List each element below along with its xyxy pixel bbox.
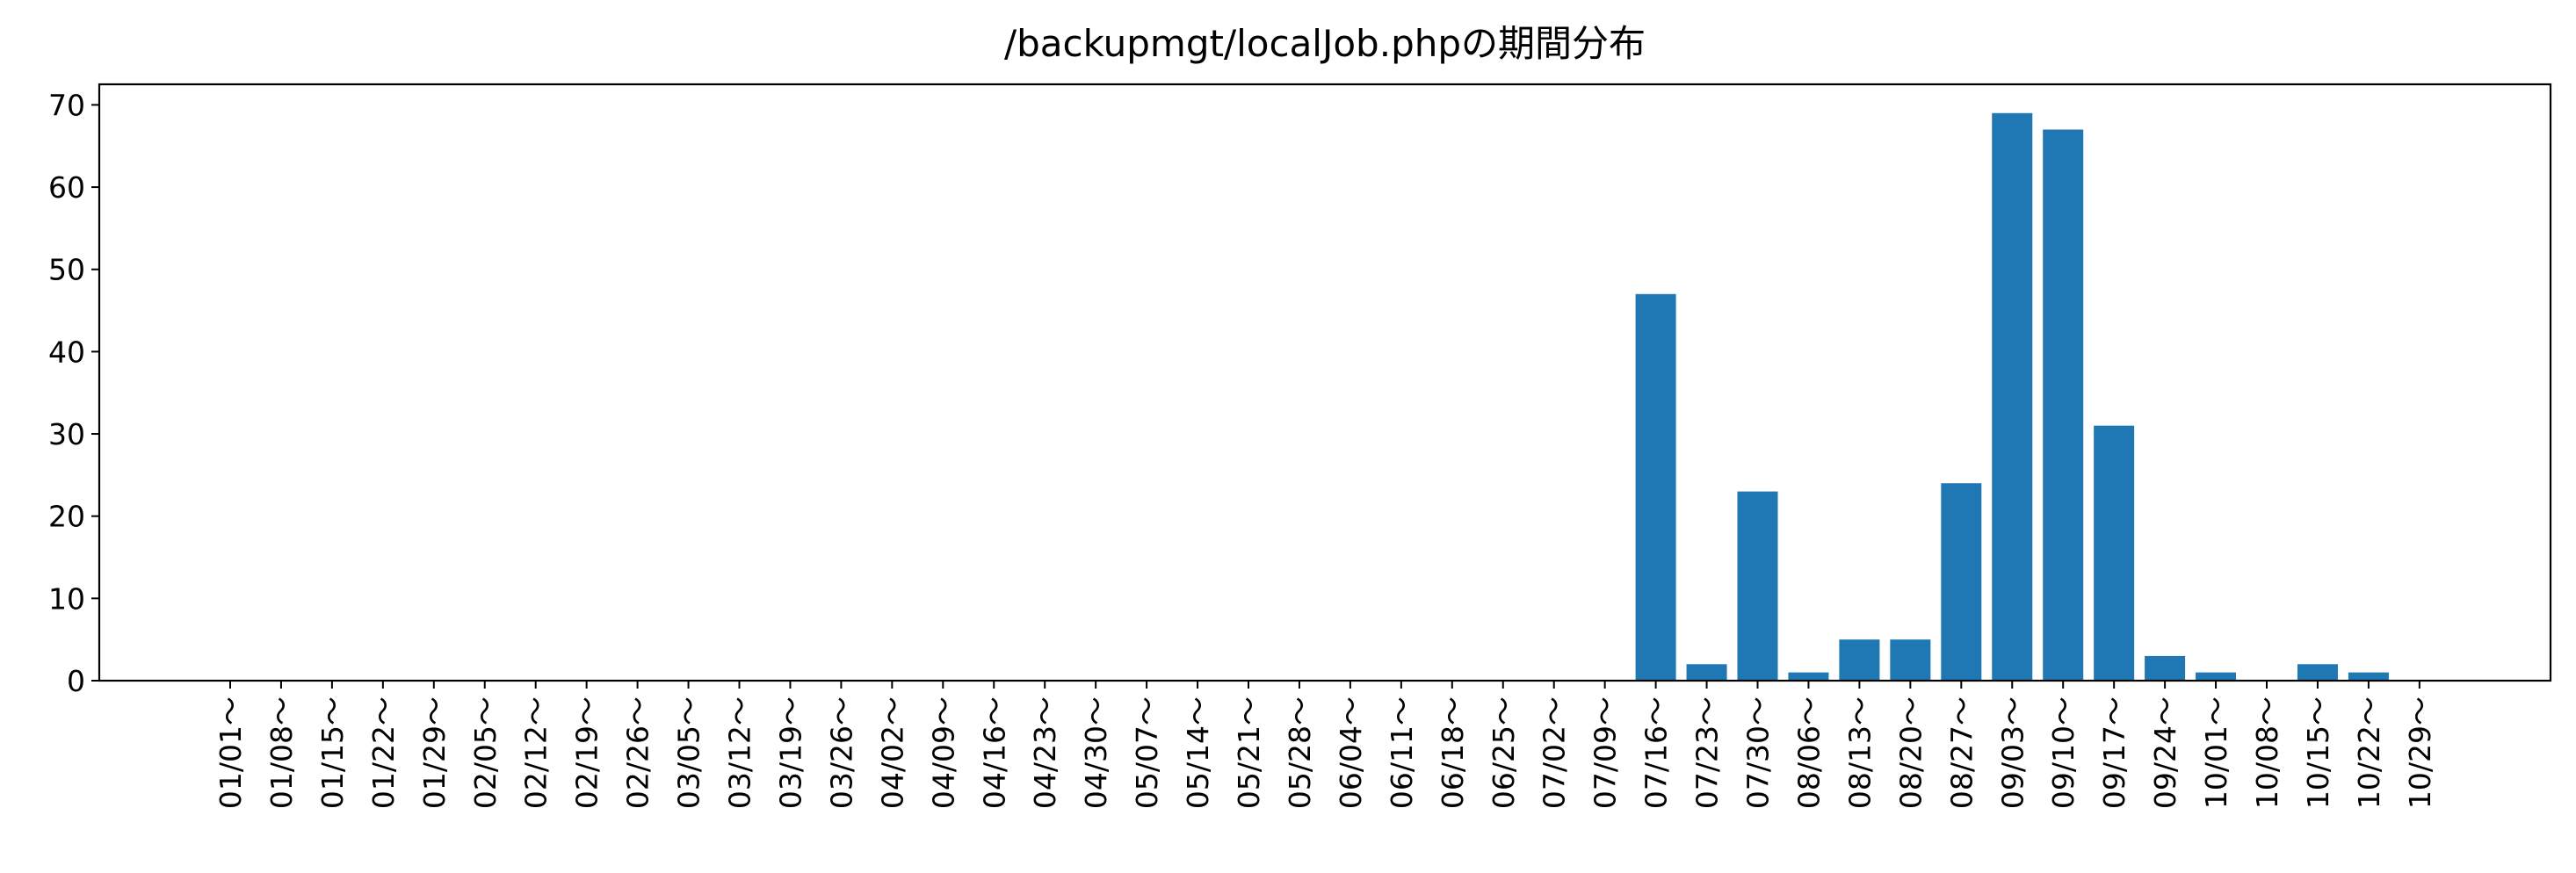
bar: [1788, 672, 1829, 681]
bar: [1839, 639, 1880, 681]
x-tick-label: 10/29～: [2403, 696, 2437, 809]
y-tick-label: 40: [48, 335, 85, 369]
x-tick-label: 08/13～: [1842, 696, 1877, 809]
y-tick-label: 10: [48, 581, 85, 616]
y-tick-label: 0: [67, 664, 85, 698]
x-tick-label: 04/23～: [1028, 696, 1062, 809]
x-axis: 01/01～ 01/08～ 01/15～ 01/22～ 01/29～ 02/05～ 02/1…: [213, 681, 2437, 809]
y-tick-label: 30: [48, 417, 85, 451]
bar: [2043, 129, 2084, 681]
plot-frame: [98, 83, 2552, 682]
x-tick-label: 07/02～: [1538, 696, 1572, 809]
x-tick-label: 06/11～: [1385, 696, 1419, 809]
x-tick-label: 04/16～: [977, 696, 1011, 809]
y-tick-label: 50: [48, 253, 85, 287]
bar: [2145, 655, 2186, 681]
x-tick-label: 06/25～: [1487, 696, 1521, 809]
x-tick-label: 09/10～: [2046, 696, 2080, 809]
y-tick-label: 60: [48, 170, 85, 205]
x-tick-label: 09/03～: [1995, 696, 2030, 809]
x-tick-label: 06/04～: [1334, 696, 1368, 809]
x-tick-label: 01/22～: [366, 696, 401, 809]
x-tick-label: 08/27～: [1944, 696, 1979, 809]
x-tick-label: 06/18～: [1436, 696, 1470, 809]
bar: [1635, 293, 1676, 681]
x-tick-label: 10/08～: [2250, 696, 2284, 809]
bar: [1890, 639, 1931, 681]
x-tick-label: 02/26～: [621, 696, 655, 809]
bar: [1992, 112, 2033, 682]
x-tick-label: 07/30～: [1741, 696, 1776, 809]
x-tick-label: 07/23～: [1690, 696, 1725, 809]
y-tick-label: 70: [48, 88, 85, 122]
x-tick-label: 10/01～: [2199, 696, 2233, 809]
x-tick-label: 04/02～: [875, 696, 909, 809]
x-tick-label: 10/15～: [2301, 696, 2335, 809]
x-tick-label: 01/29～: [417, 696, 452, 809]
x-tick-label: 08/06～: [1791, 696, 1826, 809]
x-tick-label: 09/17～: [2097, 696, 2131, 809]
bar: [2297, 664, 2338, 681]
bar: [1737, 491, 1778, 681]
x-tick-label: 09/24～: [2148, 696, 2182, 809]
bar: [1686, 664, 1727, 681]
bar: [2196, 672, 2237, 681]
x-tick-label: 05/28～: [1283, 696, 1317, 809]
bar: [1941, 483, 1982, 681]
x-tick-label: 07/16～: [1639, 696, 1674, 809]
x-tick-label: 03/19～: [773, 696, 807, 809]
x-tick-label: 03/12～: [723, 696, 757, 809]
x-tick-label: 08/20～: [1893, 696, 1928, 809]
y-axis: 0 10 20 30 40 50 60 70: [48, 88, 99, 698]
x-tick-label: 01/15～: [315, 696, 350, 809]
bar: [2348, 672, 2389, 681]
x-tick-label: 05/14～: [1181, 696, 1215, 809]
x-tick-label: 01/01～: [213, 696, 248, 809]
x-tick-label: 10/22～: [2352, 696, 2386, 809]
bars-layer: [1635, 112, 2389, 682]
x-tick-label: 04/09～: [926, 696, 960, 809]
x-tick-label: 05/21～: [1232, 696, 1266, 809]
x-tick-label: 07/09～: [1588, 696, 1623, 809]
x-tick-label: 01/08～: [264, 696, 299, 809]
x-tick-label: 05/07～: [1130, 696, 1164, 809]
x-tick-label: 02/19～: [570, 696, 604, 809]
x-tick-label: 03/05～: [672, 696, 706, 809]
chart-title: /backupmgt/localJob.phpの期間分布: [1004, 22, 1646, 65]
x-tick-label: 02/05～: [468, 696, 503, 809]
y-tick-label: 20: [48, 500, 85, 534]
x-tick-label: 03/26～: [824, 696, 858, 809]
bar: [2094, 425, 2135, 681]
x-tick-label: 04/30～: [1079, 696, 1113, 809]
x-tick-label: 02/12～: [519, 696, 554, 809]
